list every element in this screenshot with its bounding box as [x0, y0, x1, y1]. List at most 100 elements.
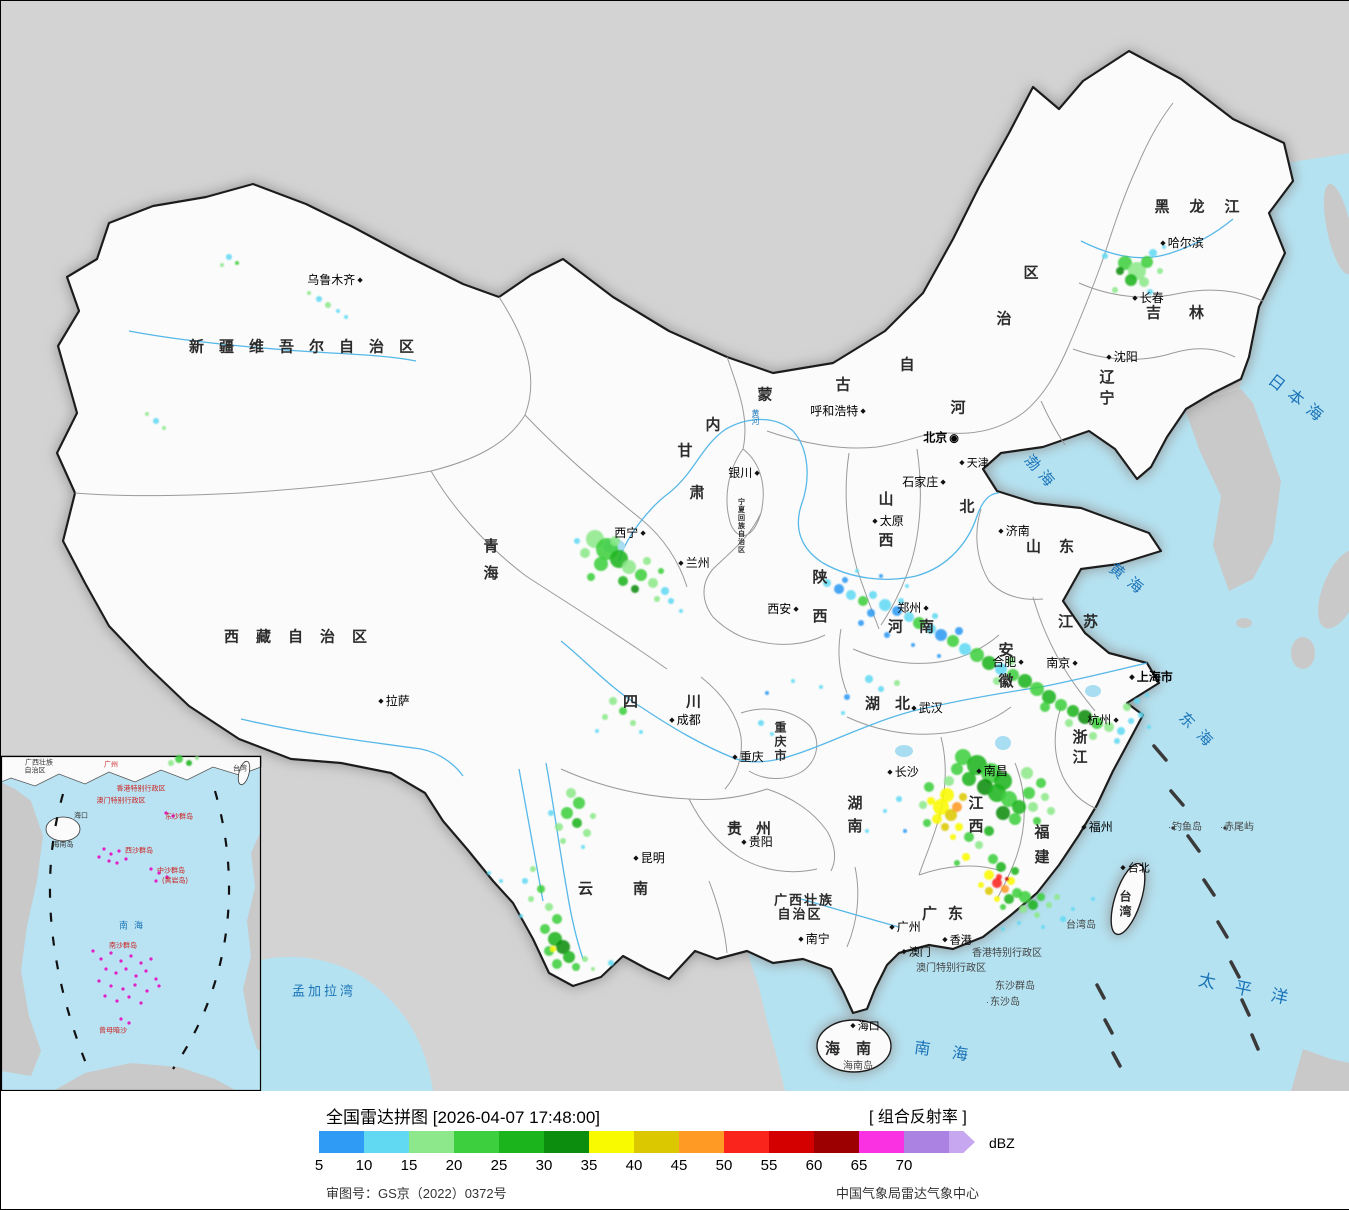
radar-echo — [770, 732, 774, 736]
colorbar-segment-60 — [814, 1131, 859, 1153]
radar-echo — [1118, 256, 1132, 270]
radar-echo — [1104, 722, 1114, 732]
radar-echo — [555, 823, 563, 831]
radar-echo — [608, 960, 614, 966]
radar-echo — [945, 809, 957, 821]
map-license: 审图号：GS京（2022）0372号 — [326, 1186, 507, 1201]
radar-echo — [574, 538, 580, 544]
radar-echo-layer — [145, 245, 1166, 971]
inset-island-dot — [171, 814, 175, 818]
radar-echo — [581, 845, 585, 849]
colorbar-tick: 20 — [445, 1157, 463, 1174]
radar-echo — [226, 254, 232, 260]
china-radar-map — [1, 1, 1349, 1091]
inset-island-dot — [97, 979, 101, 983]
radar-echo — [975, 841, 983, 849]
radar-echo — [865, 829, 869, 833]
diaoyu-island-dot — [1171, 826, 1175, 830]
radar-echo — [1028, 802, 1038, 812]
japan-land — [1323, 183, 1349, 275]
radar-echo — [654, 596, 660, 602]
radar-echo — [550, 946, 556, 952]
inset-island-dot — [97, 855, 101, 859]
radar-echo — [1141, 256, 1153, 268]
colorbar-segment-20 — [454, 1131, 499, 1153]
colorbar-tick: 35 — [580, 1157, 598, 1174]
radar-echo — [937, 654, 941, 658]
radar-echo — [548, 810, 554, 816]
radar-echo — [1005, 877, 1009, 881]
colorbar-segment-65 — [859, 1131, 904, 1153]
inset-island-dot — [119, 1017, 123, 1021]
producer-name: 中国气象局雷达气象中心 — [836, 1186, 980, 1201]
radar-echo — [933, 799, 949, 815]
radar-echo — [819, 685, 823, 689]
radar-echo — [903, 829, 907, 833]
radar-echo — [563, 951, 575, 963]
radar-echo — [944, 776, 954, 786]
radar-echo — [561, 807, 573, 819]
radar-echo — [898, 598, 904, 604]
japan-land — [1291, 637, 1315, 669]
radar-echo — [911, 643, 915, 647]
colorbar-segment-40 — [634, 1131, 679, 1153]
radar-echo — [992, 878, 1002, 888]
radar-echo — [1046, 902, 1052, 908]
radar-echo — [834, 584, 844, 594]
colorbar-unit: dBZ — [989, 1135, 1015, 1151]
radar-echo — [951, 763, 963, 775]
colorbar-tick: 55 — [760, 1157, 778, 1174]
radar-echo — [1012, 800, 1026, 814]
radar-echo — [582, 956, 588, 962]
province-borders — [74, 102, 1264, 954]
radar-echo — [955, 749, 971, 765]
inset-island-dot — [139, 961, 143, 965]
radar-echo — [867, 609, 875, 617]
colorbar-tick: 15 — [400, 1157, 418, 1174]
legend-bar: 全国雷达拼图 [2026-04-07 17:48:00] [ 组合反射率 ] d… — [1, 1091, 1349, 1209]
radar-echo — [530, 866, 536, 872]
radar-echo — [591, 967, 595, 971]
radar-echo — [996, 806, 1010, 820]
radar-echo — [1028, 900, 1038, 910]
inset-island-dot — [165, 875, 169, 879]
radar-echo — [1023, 787, 1035, 799]
radar-echo — [952, 802, 962, 812]
radar-echo — [1067, 705, 1079, 717]
radar-echo — [884, 632, 890, 638]
radar-echo — [1147, 289, 1153, 295]
radar-echo — [894, 680, 900, 686]
inset-island-dot — [129, 954, 133, 958]
radar-echo — [590, 813, 596, 819]
radar-echo — [580, 548, 590, 558]
radar-echo — [1060, 916, 1066, 922]
inset-island-dot — [121, 987, 125, 991]
radar-echo — [540, 924, 550, 934]
radar-echo — [940, 788, 954, 802]
inset-island-dot — [115, 999, 119, 1003]
radar-echo — [959, 643, 971, 655]
radar-echo — [879, 574, 883, 578]
radar-echo — [1001, 791, 1017, 807]
radar-echo — [643, 557, 651, 565]
radar-echo — [1112, 287, 1118, 293]
radar-echo — [1125, 274, 1137, 286]
radar-echo — [896, 796, 902, 802]
colorbar-segment-70 — [904, 1131, 949, 1153]
colorbar-segment-55 — [769, 1131, 814, 1153]
radar-echo — [658, 568, 664, 574]
radar-echo — [609, 697, 617, 705]
radar-echo — [336, 309, 340, 313]
radar-echo — [630, 720, 636, 726]
inset-island-dot — [133, 983, 137, 987]
inset-island-dot — [154, 977, 158, 981]
colorbar-segment-25 — [499, 1131, 544, 1153]
radar-echo — [153, 418, 159, 424]
radar-echo — [1091, 717, 1103, 729]
radar-echo — [1019, 891, 1031, 903]
radar-echo — [878, 686, 884, 692]
radar-echo — [927, 797, 935, 805]
jeju-island — [1236, 618, 1252, 628]
radar-echo — [552, 914, 562, 924]
radar-echo — [1018, 674, 1032, 688]
